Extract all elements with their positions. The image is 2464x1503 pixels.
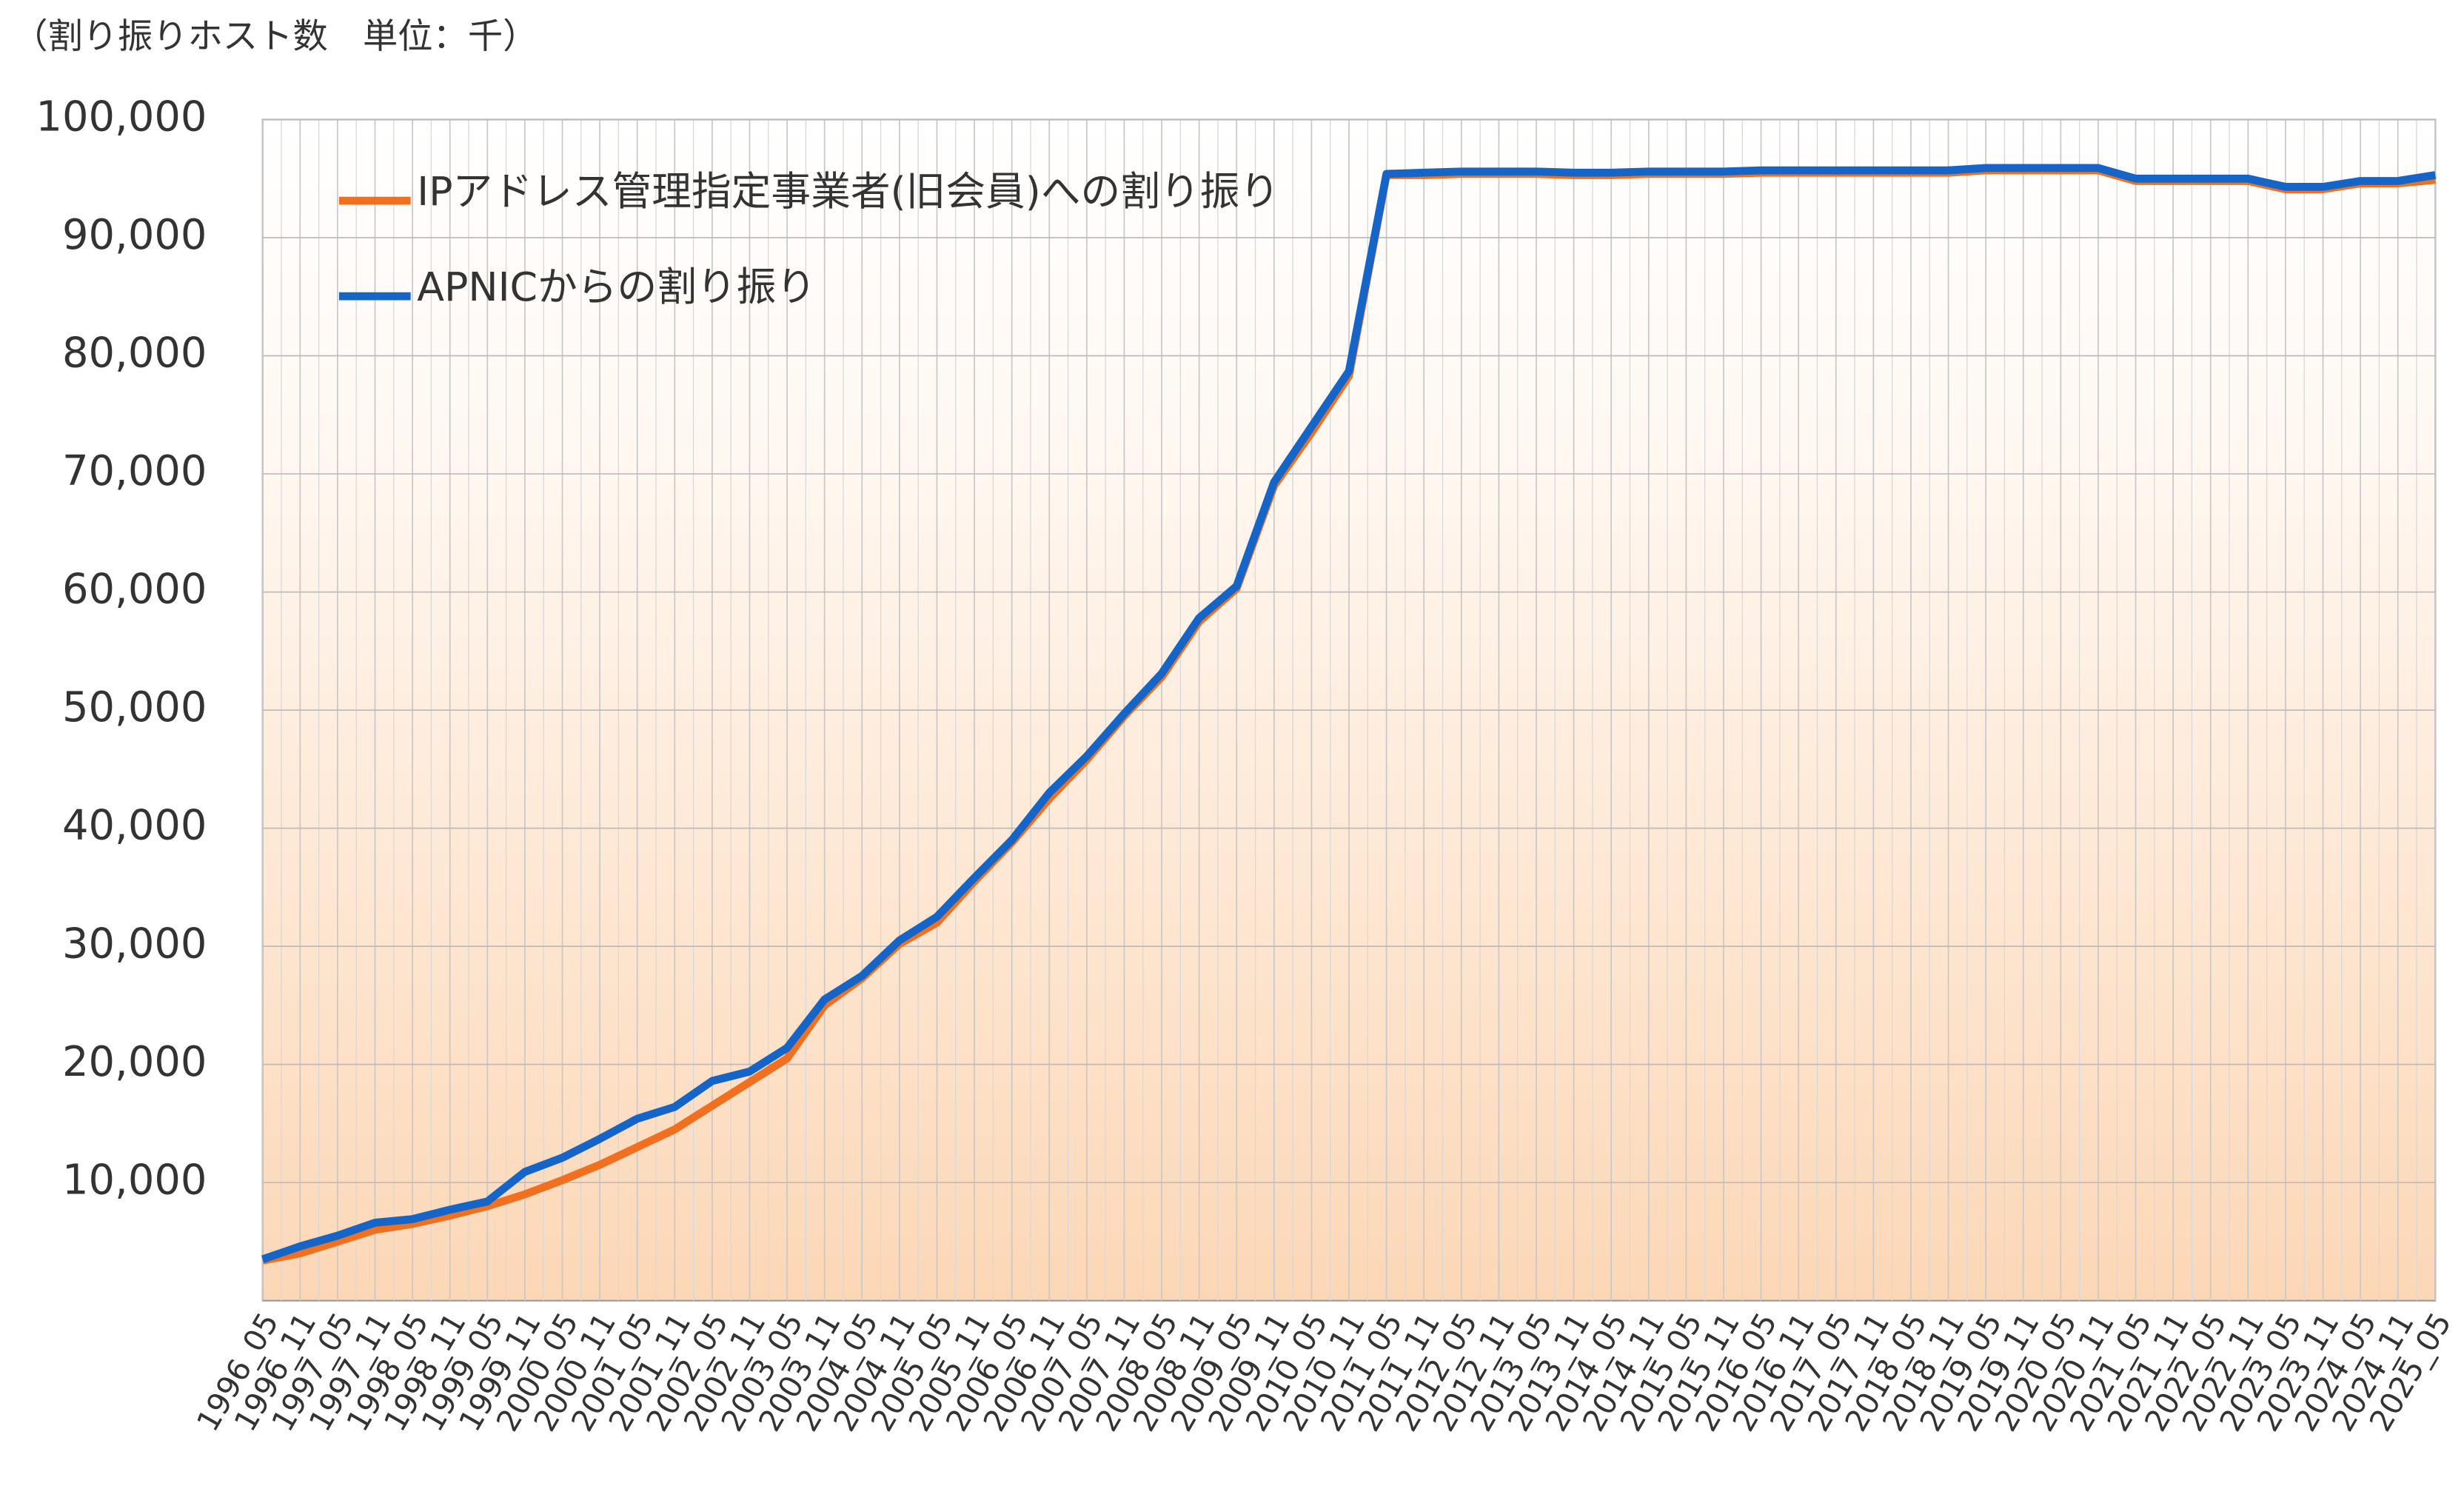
y-tick-label: 30,000 (62, 920, 207, 968)
chart-subtitle: （割り振りホスト数 単位：千） (13, 16, 538, 57)
y-tick-label: 40,000 (62, 802, 207, 850)
legend-label: APNICからの割り振り (417, 264, 816, 310)
y-tick-label: 20,000 (62, 1038, 207, 1086)
y-tick-label: 50,000 (62, 683, 207, 732)
y-tick-label: 60,000 (62, 566, 207, 614)
y-tick-label: 10,000 (62, 1156, 207, 1204)
y-tick-label: 80,000 (62, 329, 207, 378)
y-tick-label: 100,000 (36, 93, 207, 141)
y-tick-label: 90,000 (62, 211, 207, 259)
y-tick-label: 70,000 (62, 447, 207, 495)
legend-label: IPアドレス管理指定事業者(旧会員)への割り振り (417, 168, 1279, 215)
series-line (261, 164, 2437, 1263)
